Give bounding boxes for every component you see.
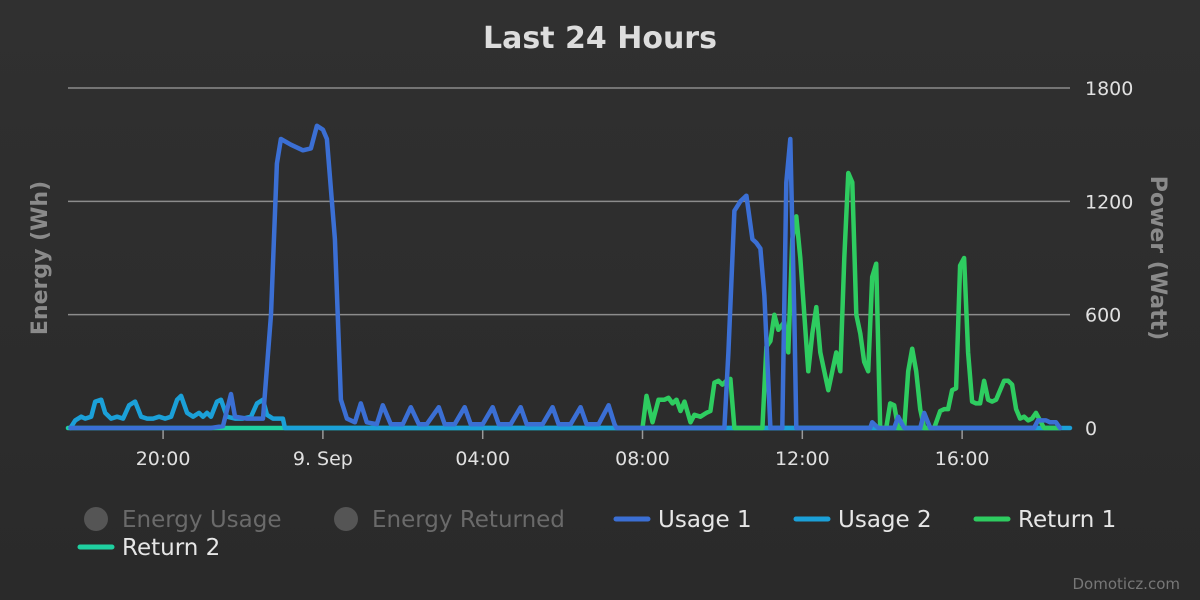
y-axis-right-title: Power (Watt) — [1145, 176, 1170, 340]
x-tick-label: 16:00 — [935, 448, 990, 470]
legend-label: Return 2 — [122, 535, 220, 561]
legend-label: Energy Returned — [372, 507, 565, 533]
y-tick-label: 0 — [1085, 418, 1097, 440]
legend-item-usage-2[interactable]: Usage 2 — [793, 507, 932, 533]
legend-item-return-1[interactable]: Return 1 — [973, 507, 1116, 533]
y-axis-left-title: Energy (Wh) — [28, 181, 53, 335]
legend-label: Usage 2 — [838, 507, 932, 533]
legend[interactable]: Energy Usage Energy Returned Usage 1 Usage … — [77, 507, 1116, 561]
x-tick-label: 04:00 — [455, 448, 510, 470]
y-tick-label: 1200 — [1085, 191, 1133, 213]
grid — [68, 87, 1070, 316]
legend-item-energy-returned[interactable]: Energy Returned — [334, 507, 565, 533]
legend-label: Return 1 — [1018, 507, 1116, 533]
series-line-return-1[interactable] — [640, 170, 1063, 431]
x-tick-label: 20:00 — [136, 448, 191, 470]
series-line-usage-1[interactable] — [68, 123, 1063, 431]
x-tick-label: 12:00 — [775, 448, 830, 470]
series-line-usage-2[interactable] — [68, 393, 1073, 431]
legend-symbol — [84, 507, 108, 531]
y-tick-label: 1800 — [1085, 78, 1133, 100]
legend-symbol — [334, 507, 358, 531]
legend-item-return-2[interactable]: Return 2 — [77, 535, 220, 561]
legend-item-energy-usage[interactable]: Energy Usage — [84, 507, 282, 533]
legend-item-usage-1[interactable]: Usage 1 — [613, 507, 752, 533]
credits-link[interactable]: Domoticz.com — [1073, 575, 1181, 593]
y-tick-label: 600 — [1085, 305, 1121, 327]
x-tick-label: 08:00 — [615, 448, 670, 470]
y-axis-right-ticks: 0 600 1200 1800 — [1085, 78, 1133, 440]
legend-label: Usage 1 — [658, 507, 752, 533]
x-axis-ticks: 20:00 9. Sep 04:00 08:00 12:00 16:00 — [68, 428, 1070, 470]
x-tick-label: 9. Sep — [293, 448, 353, 470]
plot-area — [65, 123, 1073, 431]
legend-label: Energy Usage — [122, 507, 282, 533]
chart-title: Last 24 Hours — [483, 21, 717, 56]
